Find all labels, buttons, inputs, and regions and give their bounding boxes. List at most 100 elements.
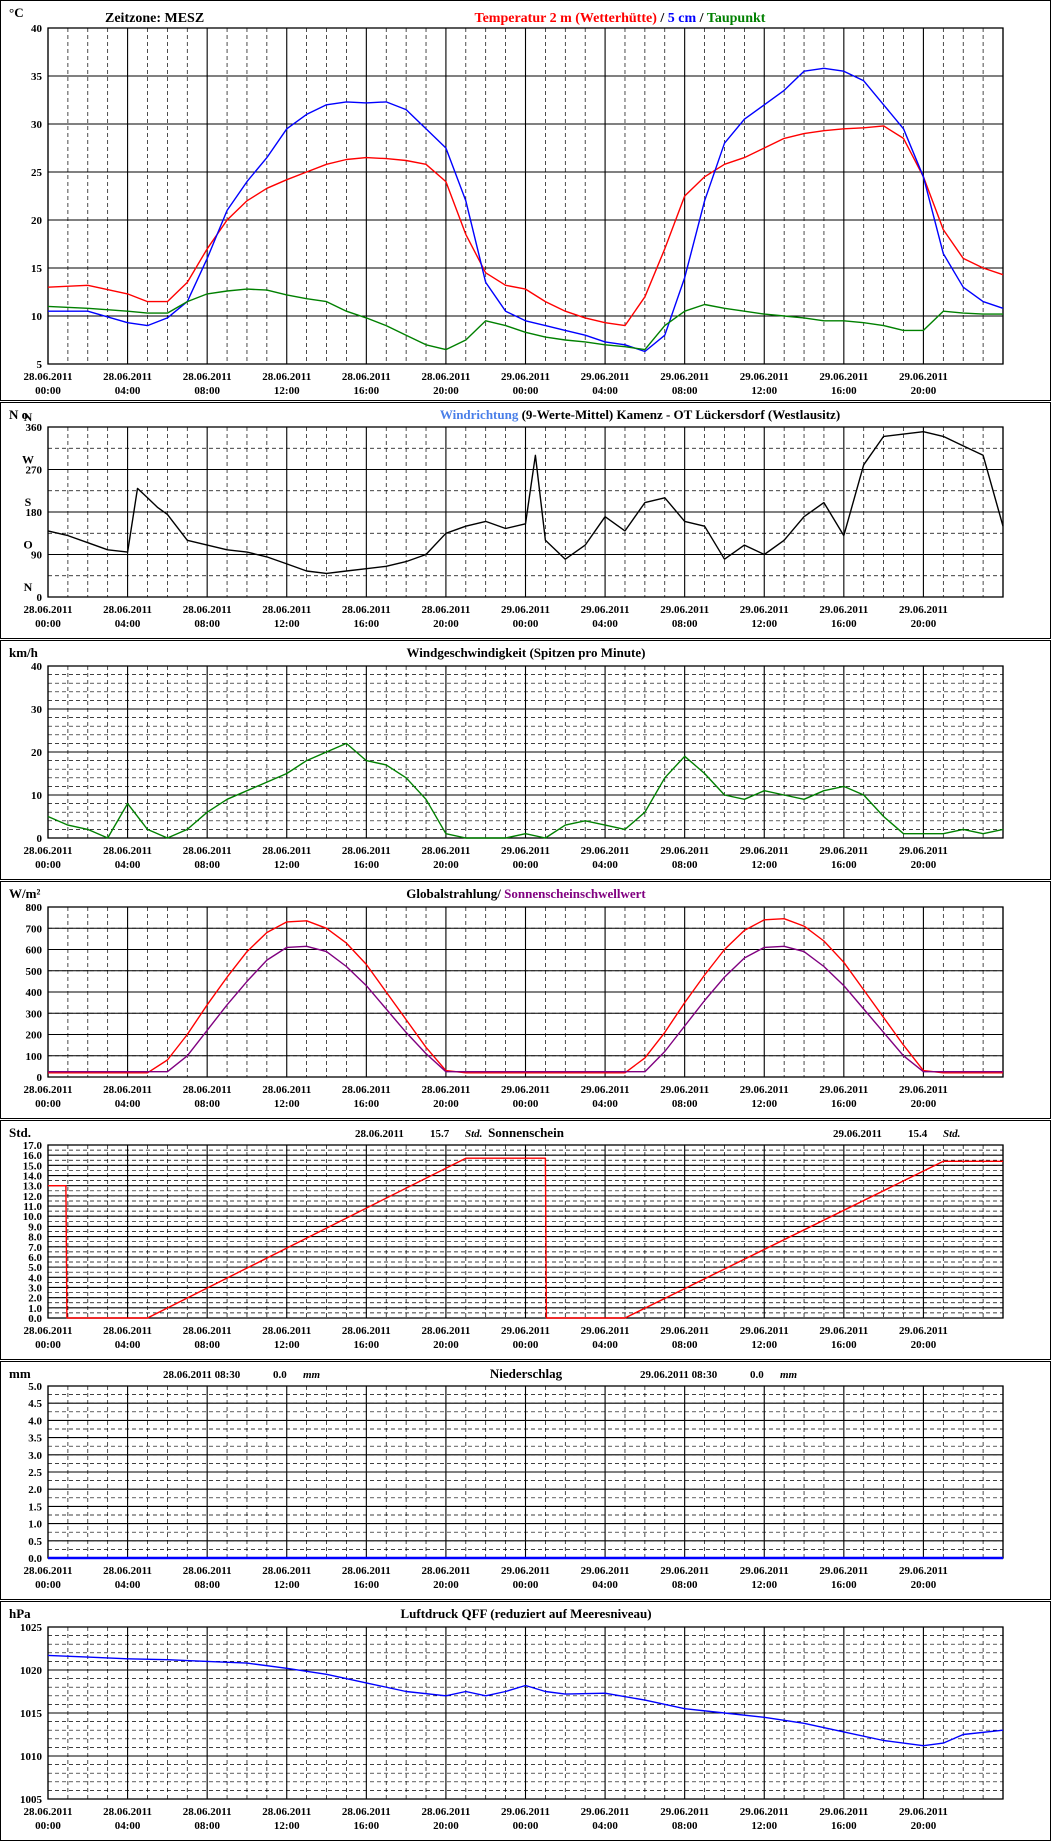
daily-total-annotation: 29.06.2011 08:30 0.0 mm: [640, 1369, 798, 1381]
x-tick-time: 20:00: [433, 1339, 459, 1351]
y-tick-label: 1.0: [28, 1303, 42, 1315]
x-tick-date: 29.06.2011: [899, 1806, 948, 1818]
x-tick-time: 08:00: [672, 1339, 698, 1351]
x-tick-time: 08:00: [672, 859, 698, 871]
y-tick-label: 13.0: [23, 1181, 43, 1193]
x-tick-date: 28.06.2011: [24, 1325, 73, 1337]
x-tick-date: 28.06.2011: [24, 845, 73, 857]
x-tick-date: 28.06.2011: [262, 1806, 311, 1818]
x-tick-date: 28.06.2011: [103, 1325, 152, 1337]
x-tick-date: 29.06.2011: [819, 371, 868, 383]
panel-sunshine: 0.01.02.03.04.05.06.07.08.09.010.011.012…: [0, 1120, 1051, 1360]
x-tick-time: 16:00: [831, 859, 857, 871]
y-tick-label: 200: [26, 1030, 43, 1042]
x-tick-date: 29.06.2011: [740, 1084, 789, 1096]
x-tick-time: 20:00: [433, 618, 459, 630]
y-tick-label: 0: [37, 833, 43, 845]
x-tick-time: 08:00: [672, 618, 698, 630]
x-tick-date: 28.06.2011: [421, 1325, 470, 1337]
chart-title: Luftdruck QFF (reduziert auf Meeresnivea…: [400, 1606, 651, 1621]
x-tick-date: 29.06.2011: [740, 1806, 789, 1818]
y-tick-label: 40: [31, 661, 43, 673]
x-tick-date: 29.06.2011: [740, 1565, 789, 1577]
x-tick-time: 12:00: [274, 1339, 300, 1351]
x-tick-time: 20:00: [433, 1579, 459, 1591]
x-tick-time: 12:00: [751, 1339, 777, 1351]
daily-total-annotation: 28.06.2011 15.7 Std.: [355, 1128, 482, 1140]
y-tick-label: 1025: [20, 1622, 43, 1634]
annotation-unit: Std.: [465, 1128, 482, 1140]
y-tick-label: 3.5: [28, 1433, 42, 1445]
x-tick-time: 16:00: [353, 1098, 379, 1110]
direction-letter: N: [24, 410, 33, 424]
y-tick-label: 5.0: [28, 1262, 42, 1274]
x-tick-date: 28.06.2011: [421, 1806, 470, 1818]
x-tick-date: 29.06.2011: [501, 604, 550, 616]
x-tick-date: 29.06.2011: [819, 1325, 868, 1337]
y-tick-label: 11.0: [23, 1201, 42, 1213]
y-tick-label: 10.0: [23, 1211, 43, 1223]
y-tick-label: 90: [31, 550, 43, 562]
x-tick-time: 16:00: [831, 1579, 857, 1591]
annotation-value: 0.0: [273, 1369, 287, 1381]
panel-border: [0, 881, 1051, 1119]
x-tick-time: 00:00: [513, 1579, 539, 1591]
y-tick-label: 800: [26, 902, 43, 914]
annotation-value: 0.0: [750, 1369, 764, 1381]
x-tick-date: 28.06.2011: [103, 1565, 152, 1577]
x-tick-date: 28.06.2011: [262, 604, 311, 616]
x-tick-time: 20:00: [911, 385, 937, 397]
y-tick-label: 1015: [20, 1708, 43, 1720]
x-tick-date: 28.06.2011: [24, 371, 73, 383]
y-tick-label: 5: [37, 359, 43, 371]
x-tick-time: 04:00: [115, 1579, 141, 1591]
x-tick-time: 04:00: [592, 385, 618, 397]
unit-label: W/m²: [9, 886, 40, 901]
x-tick-date: 28.06.2011: [183, 1325, 232, 1337]
x-tick-date: 28.06.2011: [103, 371, 152, 383]
title-part: Windgeschwindigkeit (Spitzen pro Minute): [407, 645, 646, 660]
y-tick-label: 5.0: [28, 1381, 42, 1393]
annotation-unit: mm: [780, 1369, 798, 1381]
x-tick-date: 29.06.2011: [740, 845, 789, 857]
x-tick-time: 20:00: [911, 1579, 937, 1591]
x-tick-time: 16:00: [353, 1579, 379, 1591]
x-tick-date: 29.06.2011: [899, 371, 948, 383]
x-tick-date: 29.06.2011: [501, 845, 550, 857]
x-tick-time: 00:00: [35, 1339, 61, 1351]
x-tick-date: 29.06.2011: [660, 1565, 709, 1577]
title-part: /: [696, 11, 707, 26]
y-tick-label: 180: [26, 507, 43, 519]
chart-title: Niederschlag: [490, 1366, 563, 1381]
x-tick-time: 20:00: [911, 1820, 937, 1832]
direction-letter: N: [24, 580, 33, 594]
annotation-date: 29.06.2011 08:30: [640, 1369, 718, 1381]
x-tick-date: 28.06.2011: [421, 1565, 470, 1577]
x-tick-date: 28.06.2011: [262, 1565, 311, 1577]
unit-label: N o: [9, 407, 28, 422]
x-tick-time: 04:00: [115, 385, 141, 397]
annotation-unit: Std.: [943, 1128, 960, 1140]
x-tick-date: 29.06.2011: [899, 1565, 948, 1577]
annotation-unit: mm: [303, 1369, 321, 1381]
y-tick-label: 360: [26, 422, 43, 434]
y-tick-label: 4.0: [28, 1272, 42, 1284]
y-tick-label: 10: [31, 311, 43, 323]
chart-title: Temperatur 2 m (Wetterhütte) / 5 cm / Ta…: [475, 11, 766, 26]
title-part: Sonnenschein: [488, 1125, 565, 1140]
annotation-date: 28.06.2011: [355, 1128, 404, 1140]
x-tick-date: 28.06.2011: [262, 1084, 311, 1096]
x-tick-date: 29.06.2011: [899, 604, 948, 616]
y-tick-label: 6.0: [28, 1252, 42, 1264]
x-tick-time: 12:00: [274, 1820, 300, 1832]
x-tick-date: 28.06.2011: [183, 1806, 232, 1818]
unit-label: hPa: [9, 1606, 31, 1621]
title-part: Globalstrahlung/: [406, 886, 504, 901]
series-line-blue: [47, 1654, 1004, 1747]
y-tick-label: 15: [31, 263, 43, 275]
